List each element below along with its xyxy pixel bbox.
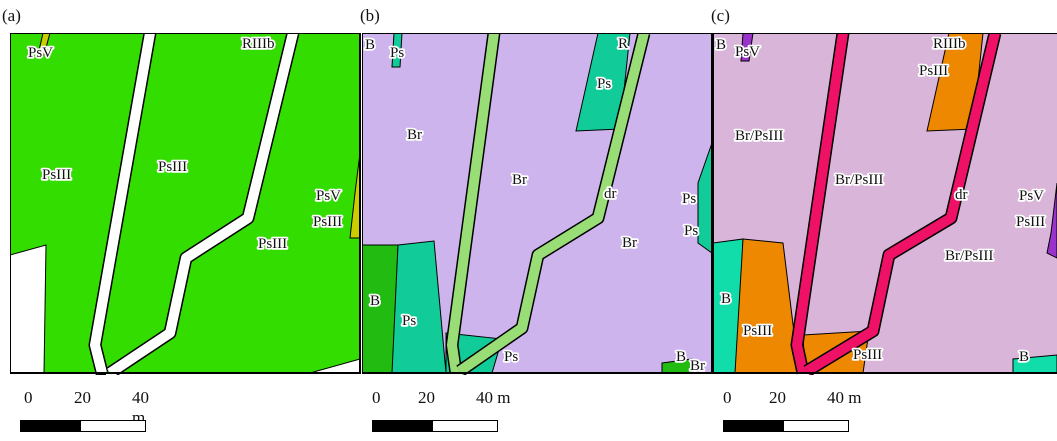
panel-letter: (a) — [2, 6, 21, 25]
land-use-map: B PsV RIIIb PsIII Br/PsIII Br/PsIII dr P… — [713, 33, 1057, 375]
map-label: B — [365, 37, 375, 53]
road-path — [804, 33, 1000, 375]
scale-tick-20: 20 — [74, 388, 91, 407]
map-panel-a: (a) PsV RIIIb PsIII PsIII PsV PsIII PsII… — [2, 0, 362, 441]
map-frame — [362, 33, 713, 374]
road-path — [90, 33, 155, 375]
map-label: PsIII — [853, 347, 882, 363]
map-label: PsIII — [42, 167, 71, 183]
map-label: dr — [955, 187, 968, 203]
map-frame — [713, 33, 1057, 374]
white-parcel — [10, 244, 47, 374]
field-area — [10, 33, 360, 373]
panel-letter: (b) — [360, 6, 380, 25]
map-label: PsIII — [313, 214, 342, 230]
map-label: Ps — [682, 191, 696, 207]
map-label: PsV — [28, 45, 53, 61]
scale-bar-white — [783, 420, 849, 432]
scale-tick-20: 20 — [418, 388, 435, 407]
parcel-psV — [1046, 182, 1057, 259]
land-use-map: B Ps R Ps Br Br dr Ps Ps Br B Ps Ps B Br — [362, 33, 713, 375]
map-panel-c: (c) B PsV RIIIb PsIII Br/PsIII Br/PsIII … — [711, 0, 1057, 441]
road-path — [792, 33, 848, 375]
map-label: PsIII — [1016, 214, 1045, 230]
map-label: dr — [604, 186, 617, 202]
map-label: B — [716, 37, 726, 53]
map-label: R — [618, 36, 628, 52]
map-label: Br — [512, 172, 527, 188]
road-path — [447, 33, 499, 374]
map-label: Br/PsIII — [835, 172, 883, 188]
scale-tick-0: 0 — [372, 388, 381, 407]
parcel-b — [1012, 354, 1057, 374]
map-label: PsIII — [919, 63, 948, 79]
scale-bar: 0 20 40 m — [20, 388, 160, 438]
scale-bar-black — [20, 420, 81, 432]
map-label: B — [370, 293, 380, 309]
scale-bar-white — [432, 420, 498, 432]
road-path — [107, 33, 298, 375]
map-label: B — [1019, 349, 1029, 365]
scale-bar: 0 20 40 m — [372, 388, 512, 438]
map-label: PsV — [1019, 188, 1044, 204]
scale-tick-20: 20 — [769, 388, 786, 407]
map-label: Br — [407, 127, 422, 143]
scale-bar: 0 20 40 m — [723, 388, 863, 438]
scale-tick-40: 40 m — [476, 388, 511, 407]
scale-tick-40: 40 m — [827, 388, 862, 407]
map-label: B — [676, 349, 686, 365]
map-frame — [10, 33, 361, 374]
map-panel-b: (b) B Ps R Ps Br Br dr Ps Ps Br B Ps Ps … — [360, 0, 714, 441]
map-label: Ps — [390, 45, 404, 61]
map-label: PsV — [735, 44, 760, 60]
map-label: Br — [690, 358, 705, 374]
yellow-strip — [37, 33, 51, 56]
scale-tick-0: 0 — [24, 388, 33, 407]
map-label: PsIII — [158, 159, 187, 175]
scale-bar-black — [723, 420, 784, 432]
map-label: Ps — [504, 349, 518, 365]
panel-letter: (c) — [711, 6, 730, 25]
map-label: Br/PsIII — [945, 248, 993, 264]
map-label: Ps — [684, 223, 698, 239]
map-label: Br — [622, 235, 637, 251]
map-label: B — [721, 291, 731, 307]
map-label: PsIII — [743, 323, 772, 339]
map-label: Br/PsIII — [735, 128, 783, 144]
road-path — [457, 33, 649, 375]
map-label: Ps — [597, 76, 611, 92]
scale-bar-black — [372, 420, 433, 432]
land-use-map: PsV RIIIb PsIII PsIII PsV PsIII PsIII — [10, 33, 361, 375]
parcel-psV — [740, 33, 754, 62]
map-label: RIIIb — [933, 36, 966, 52]
map-label: PsV — [316, 188, 341, 204]
map-label: Ps — [402, 313, 416, 329]
scale-bar-white — [80, 420, 146, 432]
scale-tick-0: 0 — [723, 388, 732, 407]
map-label: PsIII — [258, 236, 287, 252]
parcel-ps — [391, 33, 403, 68]
map-label: RIIIb — [242, 36, 275, 52]
